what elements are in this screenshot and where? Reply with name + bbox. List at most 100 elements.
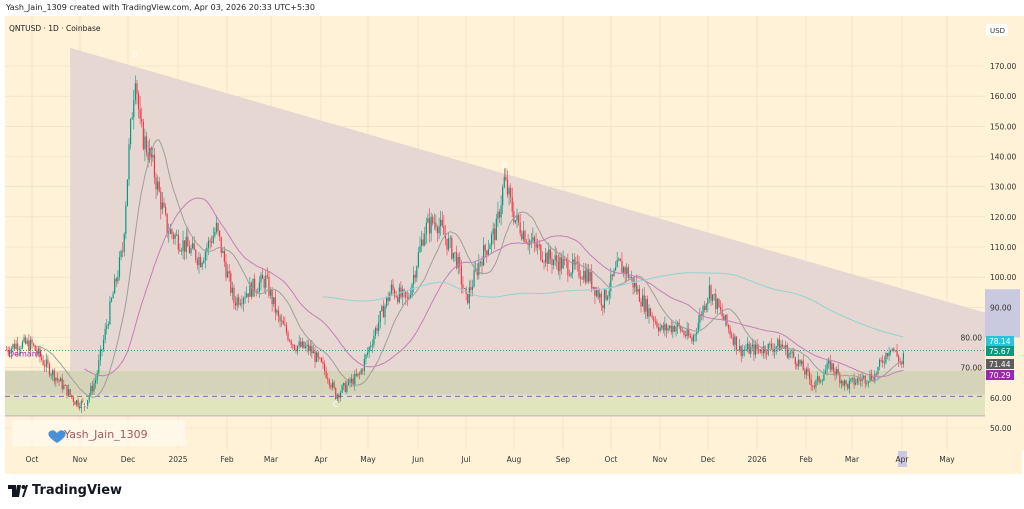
candle-body	[83, 402, 86, 407]
candle-body	[37, 348, 39, 354]
candle-body	[600, 293, 602, 306]
candle-body	[432, 216, 434, 224]
candle-body	[40, 356, 43, 360]
candle-body	[266, 275, 268, 277]
candle-body	[230, 273, 232, 293]
candle-body	[549, 249, 551, 259]
candle-body	[26, 340, 28, 344]
candle-body	[451, 237, 453, 259]
time-tick: Mar	[264, 455, 279, 464]
candle-body	[580, 276, 582, 279]
candle-body	[381, 306, 383, 311]
time-tick: Jun	[411, 455, 424, 464]
candle-body	[136, 83, 138, 94]
candle-body	[473, 270, 475, 287]
candle-body	[384, 306, 386, 318]
candle-body	[568, 275, 571, 277]
candle-body	[516, 215, 518, 221]
price-axis	[985, 16, 1024, 450]
candle-body	[53, 370, 55, 382]
candle-body	[484, 245, 486, 251]
candle-body	[201, 262, 203, 267]
candle-body	[751, 344, 753, 347]
candle-body	[67, 389, 70, 396]
candle-body	[211, 241, 213, 243]
candle-body	[196, 259, 198, 265]
candle-body	[50, 374, 52, 376]
candle-body	[510, 188, 512, 198]
price-range-highlight	[985, 289, 1020, 338]
candle-body	[756, 344, 758, 350]
candle-body	[769, 343, 771, 345]
time-tick: 2026	[747, 455, 766, 464]
candle-body	[723, 316, 725, 321]
candle-body	[10, 348, 12, 354]
candle-body	[859, 379, 862, 382]
candle-body	[813, 385, 815, 388]
candle-body	[874, 373, 876, 382]
candle-body	[153, 155, 156, 178]
candle-body	[556, 255, 558, 262]
candle-body	[386, 297, 388, 307]
candle-body	[847, 384, 849, 389]
candle-body	[826, 363, 828, 371]
candle-body	[268, 276, 270, 296]
candle-body	[483, 245, 485, 266]
candle-body	[203, 260, 205, 263]
candle-body	[613, 270, 615, 277]
candle-body	[274, 297, 276, 313]
candle-body	[312, 351, 315, 354]
candle-body	[511, 197, 513, 212]
candle-body	[184, 240, 186, 252]
candle-body	[754, 344, 757, 355]
candle-body	[166, 213, 168, 235]
candle-body	[497, 211, 499, 219]
candle-body	[538, 244, 540, 246]
candle-body	[888, 352, 890, 357]
candle-body	[182, 240, 184, 251]
candle-body	[743, 349, 745, 351]
candle-body	[793, 351, 795, 358]
candle-body	[465, 288, 467, 295]
candle-body	[387, 297, 389, 301]
candle-body	[622, 267, 625, 273]
candle-body	[724, 314, 726, 321]
candle-body	[228, 271, 230, 274]
candle-body	[60, 378, 62, 382]
candle-body	[66, 385, 68, 396]
candle-body	[670, 325, 672, 333]
candle-body	[303, 341, 305, 348]
candle-body	[198, 257, 200, 265]
candle-body	[277, 310, 280, 317]
candle-body	[672, 326, 674, 333]
candle-body	[48, 364, 51, 376]
candle-body	[117, 276, 119, 282]
candle-body	[762, 346, 765, 354]
candle-body	[149, 147, 151, 160]
candle-body	[120, 250, 122, 257]
candle-body	[131, 117, 133, 120]
candle-body	[524, 231, 526, 243]
candle-body	[233, 287, 235, 303]
candle-body	[494, 228, 496, 241]
candle-body	[891, 348, 893, 350]
candle-body	[152, 155, 154, 158]
candle-body	[828, 360, 830, 364]
candle-body	[603, 289, 606, 309]
candle-body	[85, 405, 87, 407]
candle-body	[169, 229, 171, 234]
candle-body	[141, 118, 143, 122]
candle-body	[729, 328, 731, 335]
candle-body	[449, 237, 451, 239]
candle-body	[654, 321, 656, 323]
candle-body	[669, 325, 671, 329]
candle-body	[438, 226, 440, 234]
candle-body	[168, 233, 170, 235]
candle-body	[161, 202, 163, 210]
heart-icon	[48, 430, 66, 443]
candle-body	[36, 350, 38, 354]
candle-body	[311, 346, 313, 354]
price-chart[interactable]: Demand A B C D 50.00 60.00 70.00 80.00 90.00 100.0…	[0, 16, 1024, 478]
watermark-box	[12, 420, 186, 446]
candle-body	[746, 343, 749, 350]
